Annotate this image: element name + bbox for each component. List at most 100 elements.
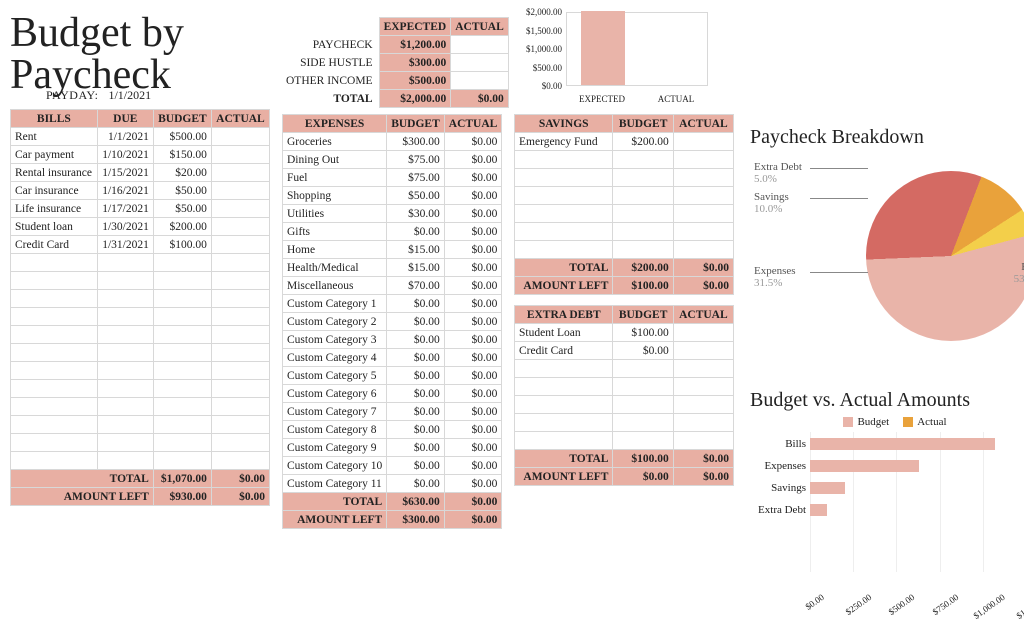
row-value[interactable]: 1/17/2021 [97,200,153,218]
row-name[interactable]: Home [283,241,387,259]
row-value[interactable]: $0.00 [444,151,502,169]
table-row[interactable]: Custom Category 8$0.00$0.00 [283,421,502,439]
row-value[interactable]: $0.00 [444,421,502,439]
income-row[interactable]: SIDE HUSTLE$300.00 [282,54,508,72]
row-value[interactable]: $30.00 [387,205,445,223]
table-row[interactable]: Custom Category 11$0.00$0.00 [283,475,502,493]
row-value[interactable]: $0.00 [444,205,502,223]
extra-debt-table[interactable]: EXTRA DEBTBUDGETACTUAL Student Loan$100.… [514,305,734,486]
row-name[interactable]: Miscellaneous [283,277,387,295]
row-value[interactable]: $0.00 [444,313,502,331]
table-row[interactable] [515,360,734,378]
row-name[interactable]: Custom Category 4 [283,349,387,367]
row-value[interactable]: $0.00 [444,403,502,421]
row-name[interactable]: Fuel [283,169,387,187]
row-name[interactable]: Health/Medical [283,259,387,277]
row-value[interactable]: $0.00 [444,385,502,403]
row-value[interactable] [211,164,269,182]
row-value[interactable]: 1/15/2021 [97,164,153,182]
table-row[interactable]: Fuel$75.00$0.00 [283,169,502,187]
row-value[interactable]: 1/30/2021 [97,218,153,236]
row-value[interactable]: $0.00 [387,331,445,349]
income-expected[interactable]: $300.00 [379,54,451,72]
row-name[interactable]: Student Loan [515,324,613,342]
row-value[interactable]: 1/1/2021 [97,128,153,146]
income-actual[interactable]: $0.00 [451,90,509,108]
table-row[interactable]: Custom Category 7$0.00$0.00 [283,403,502,421]
row-name[interactable]: Life insurance [11,200,98,218]
row-value[interactable] [673,342,733,360]
row-name[interactable]: Custom Category 3 [283,331,387,349]
table-row[interactable]: Custom Category 5$0.00$0.00 [283,367,502,385]
row-value[interactable]: $0.00 [613,342,673,360]
row-value[interactable]: $0.00 [444,277,502,295]
row-value[interactable]: $200.00 [613,133,673,151]
table-row[interactable]: Custom Category 2$0.00$0.00 [283,313,502,331]
row-value[interactable]: 1/16/2021 [97,182,153,200]
row-name[interactable]: Student loan [11,218,98,236]
row-name[interactable]: Shopping [283,187,387,205]
row-name[interactable]: Rent [11,128,98,146]
table-row[interactable]: Gifts$0.00$0.00 [283,223,502,241]
bills-table[interactable]: BILLSDUEBUDGETACTUAL Rent1/1/2021$500.00… [10,109,270,506]
row-value[interactable]: $0.00 [444,133,502,151]
row-name[interactable]: Custom Category 8 [283,421,387,439]
row-value[interactable] [673,324,733,342]
row-value[interactable]: $0.00 [387,223,445,241]
table-row[interactable]: Credit Card$0.00 [515,342,734,360]
row-value[interactable]: $70.00 [387,277,445,295]
row-value[interactable]: $0.00 [444,367,502,385]
row-name[interactable]: Custom Category 9 [283,439,387,457]
table-row[interactable] [515,151,734,169]
table-row[interactable] [11,308,270,326]
row-value[interactable] [211,146,269,164]
row-value[interactable] [211,236,269,254]
table-row[interactable] [515,396,734,414]
row-name[interactable]: Credit Card [515,342,613,360]
table-row[interactable]: Life insurance1/17/2021$50.00 [11,200,270,218]
row-value[interactable]: $0.00 [444,457,502,475]
row-value[interactable]: $100.00 [153,236,211,254]
row-value[interactable]: $15.00 [387,241,445,259]
row-value[interactable]: $0.00 [387,385,445,403]
income-row[interactable]: PAYCHECK$1,200.00 [282,36,508,54]
table-row[interactable]: Miscellaneous$70.00$0.00 [283,277,502,295]
row-name[interactable]: Credit Card [11,236,98,254]
income-expected[interactable]: $1,200.00 [379,36,451,54]
row-name[interactable]: Custom Category 10 [283,457,387,475]
row-name[interactable]: Custom Category 2 [283,313,387,331]
table-row[interactable]: Emergency Fund$200.00 [515,133,734,151]
row-name[interactable]: Groceries [283,133,387,151]
row-value[interactable]: $0.00 [444,349,502,367]
row-value[interactable]: $0.00 [444,187,502,205]
row-value[interactable]: $75.00 [387,169,445,187]
row-value[interactable]: $150.00 [153,146,211,164]
table-row[interactable] [11,398,270,416]
table-row[interactable]: Student Loan$100.00 [515,324,734,342]
table-row[interactable] [11,416,270,434]
table-row[interactable] [11,380,270,398]
table-row[interactable]: Groceries$300.00$0.00 [283,133,502,151]
row-value[interactable]: $0.00 [444,241,502,259]
row-value[interactable]: $300.00 [387,133,445,151]
table-row[interactable] [515,432,734,450]
table-row[interactable]: Shopping$50.00$0.00 [283,187,502,205]
table-row[interactable]: Credit Card1/31/2021$100.00 [11,236,270,254]
table-row[interactable]: Custom Category 4$0.00$0.00 [283,349,502,367]
table-row[interactable]: Custom Category 1$0.00$0.00 [283,295,502,313]
table-row[interactable] [11,254,270,272]
table-row[interactable] [11,326,270,344]
row-value[interactable]: $0.00 [444,295,502,313]
table-row[interactable]: Dining Out$75.00$0.00 [283,151,502,169]
row-name[interactable]: Custom Category 1 [283,295,387,313]
row-value[interactable]: $75.00 [387,151,445,169]
row-value[interactable]: $0.00 [387,295,445,313]
row-value[interactable]: $0.00 [387,313,445,331]
income-actual[interactable] [451,72,509,90]
table-row[interactable]: Custom Category 3$0.00$0.00 [283,331,502,349]
row-value[interactable]: $100.00 [613,324,673,342]
table-row[interactable] [11,272,270,290]
table-row[interactable] [515,378,734,396]
table-row[interactable]: Utilities$30.00$0.00 [283,205,502,223]
table-row[interactable] [515,241,734,259]
